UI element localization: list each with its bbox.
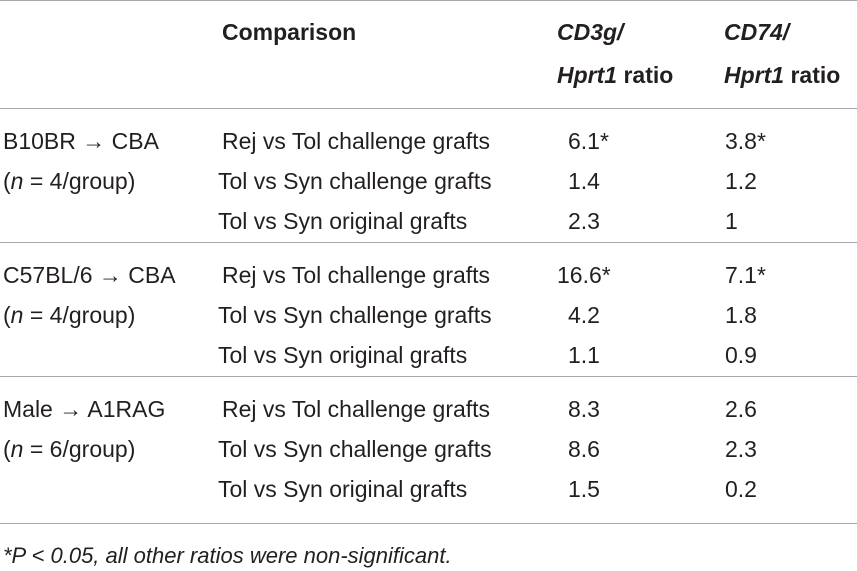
cd74-cell: 0.9 [725, 342, 757, 368]
header-comparison: Comparison [222, 19, 357, 45]
group-name: C57BL/6 → CBA [3, 262, 176, 288]
cd74-cell: 2.6 [725, 396, 757, 422]
comparison-cell: Rej vs Tol challenge grafts [222, 262, 491, 288]
header-cd74-suffix: ratio [784, 62, 841, 88]
comparison-cell: Tol vs Syn challenge grafts [218, 302, 492, 328]
cd74-cell: 1.8 [725, 302, 757, 328]
group-divider-2 [0, 376, 857, 377]
cd3g-cell: 1.1 [568, 342, 600, 368]
cd3g-cell: 1.5 [568, 476, 600, 502]
header-cd3g-ratio-line2: Hprt1 ratio [557, 62, 673, 88]
header-cd74-ref: Hprt1 [724, 62, 785, 88]
cd74-cell: 0.2 [725, 476, 757, 502]
cd3g-cell: 16.6* [557, 262, 611, 288]
header-cd74-gene: CD74/ [724, 19, 790, 45]
header-bottom-rule [0, 108, 857, 109]
comparison-cell: Rej vs Tol challenge grafts [222, 128, 491, 154]
group-name: Male → A1RAG [3, 396, 166, 422]
cd74-cell: 1 [725, 208, 738, 234]
cd74-cell: 3.8* [725, 128, 766, 154]
cd3g-cell: 6.1* [568, 128, 609, 154]
table-top-rule [0, 0, 857, 1]
cd74-cell: 2.3 [725, 436, 757, 462]
cd74-cell: 7.1* [725, 262, 766, 288]
group-divider-1 [0, 242, 857, 243]
comparison-cell: Tol vs Syn original grafts [218, 476, 468, 502]
cd3g-cell: 2.3 [568, 208, 600, 234]
comparison-cell: Tol vs Syn challenge grafts [218, 436, 492, 462]
cd3g-cell: 8.3 [568, 396, 600, 422]
cd74-cell: 1.2 [725, 168, 757, 194]
group-n: (n = 6/group) [3, 436, 136, 462]
group-name: B10BR → CBA [3, 128, 159, 154]
header-cd74-ratio: CD74/ [724, 19, 789, 45]
table-footnote: *P < 0.05, all other ratios were non-sig… [3, 543, 452, 568]
cd3g-cell: 1.4 [568, 168, 600, 194]
table-bottom-rule [0, 523, 857, 524]
header-cd3g-ratio: CD3g/ [557, 19, 623, 45]
group-n: (n = 4/group) [3, 302, 136, 328]
comparison-cell: Tol vs Syn original grafts [218, 342, 468, 368]
cd3g-cell: 4.2 [568, 302, 600, 328]
header-cd3g-ref: Hprt1 [557, 62, 618, 88]
header-cd3g-gene: CD3g/ [557, 19, 624, 45]
header-cd3g-suffix: ratio [617, 62, 674, 88]
comparison-cell: Tol vs Syn challenge grafts [218, 168, 492, 194]
header-cd74-ratio-line2: Hprt1 ratio [724, 62, 840, 88]
cd3g-cell: 8.6 [568, 436, 600, 462]
comparison-cell: Tol vs Syn original grafts [218, 208, 468, 234]
group-n: (n = 4/group) [3, 168, 136, 194]
comparison-cell: Rej vs Tol challenge grafts [222, 396, 491, 422]
